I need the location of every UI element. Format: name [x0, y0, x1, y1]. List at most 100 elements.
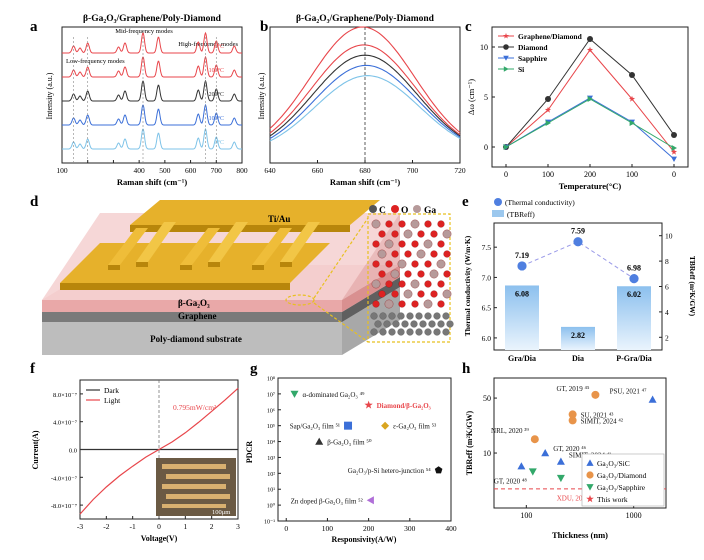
panel-f-xtick-label-3: 0	[157, 522, 161, 531]
tbr-point-label-8: GT, 2020 ⁴⁸	[494, 478, 528, 486]
pdcr-point-5	[434, 466, 443, 474]
electrode-finger-down-3	[208, 222, 248, 262]
tbr-point-4	[530, 435, 539, 444]
tbr-point-6	[556, 457, 565, 465]
panel-e-ytick-label-right-0: 2	[665, 333, 669, 342]
o-atom-0-5	[437, 220, 445, 228]
panel-g-xtick-label-4: 400	[445, 524, 457, 533]
c-atom-2-2	[388, 328, 396, 336]
panel-f-ytick-label-3: 4.0×10⁻⁷	[53, 420, 77, 427]
panel-a-title: β-Ga₂O₃/Graphene/Poly-Diamond	[83, 14, 222, 24]
panel-g-xlabel: Responsivity(A/W)	[332, 535, 397, 544]
ga-atom-8-1	[384, 299, 394, 309]
o-atom-7-4	[430, 290, 438, 298]
legend-thermal-marker	[494, 198, 502, 206]
o-atom-5-2	[404, 270, 412, 278]
inset-finger-1	[162, 464, 226, 469]
zoom-marker	[285, 294, 315, 306]
panel-e-ytick-label-right-4: 10	[665, 232, 673, 241]
o-atom-2-3	[411, 240, 419, 248]
panel-e-ytick-label-right-2: 6	[665, 283, 669, 292]
o-atom-6-5	[437, 280, 445, 288]
zoom-line-bottom	[313, 302, 369, 343]
electrode-finger-down-edge-5	[280, 262, 292, 267]
delta-omega-point-0-1	[544, 106, 552, 113]
device-micrograph-inset: 100μm	[156, 458, 236, 516]
thermal-conductivity-label-1: 7.59	[571, 227, 585, 236]
panel-h-legend-marker-2	[586, 484, 594, 491]
c-atom-0-3	[397, 312, 405, 320]
panel-label-g: g	[250, 361, 258, 377]
c-atom-1-2	[392, 320, 400, 328]
panel-e-ytick-label-right-1: 4	[665, 308, 669, 317]
panel-g-pdcr-scatter: PDCR Responsivity(A/W) 10⁻¹ 10⁰ 10¹ 10² 10³ 1…	[245, 377, 457, 545]
ga-atom-2-1	[384, 239, 394, 249]
delta-omega-point-3-4	[671, 145, 677, 151]
tbr-point-label-5: GT, 2020 ⁴⁶	[553, 445, 587, 453]
raman-curve-label-0: 0°C	[215, 43, 224, 50]
panel-g-ytick-label-2: 10¹	[267, 488, 275, 494]
ga-atom-6-3	[410, 279, 420, 289]
panel-h-legend-label-3: This work	[597, 495, 628, 504]
panel-g-ytick-label-7: 10⁶	[267, 408, 275, 414]
panel-b-xlabel: Raman shift (cm⁻¹)	[330, 177, 400, 187]
c-atom-0-8	[442, 312, 450, 320]
o-atom-4-0	[372, 260, 380, 268]
panel-c-xtick-label-3: 100	[626, 170, 638, 179]
o-atom-0-4	[424, 220, 432, 228]
o-atom-5-0	[378, 270, 386, 278]
o-atom-1-4	[430, 230, 438, 238]
panel-g-ytick-label-8: 10⁷	[267, 392, 275, 398]
iv-curve-light	[79, 387, 239, 515]
panel-g-ytick-label-6: 10⁵	[267, 424, 275, 430]
graphene-front	[42, 312, 342, 322]
legend-ga-label: Ga	[424, 206, 436, 216]
panel-a-annotation-high: High-frequency modes	[178, 41, 238, 48]
o-atom-0-2	[398, 220, 406, 228]
panel-h-legend-label-0: Ga₂O₃/SiC	[597, 459, 630, 468]
panel-g-ytick-label-1: 10⁰	[267, 503, 276, 510]
c-atom-0-2	[388, 312, 396, 320]
label-substrate: Poly-diamond substrate	[150, 334, 242, 344]
delta-omega-point-3-2	[587, 96, 593, 102]
ga-atom-6-0	[371, 279, 381, 289]
raman-curve-label-1: 100°C	[209, 67, 224, 74]
legend-c-label: C	[379, 206, 386, 216]
raman-curve-1	[62, 55, 242, 78]
raman-curve-label-4: 0°C	[215, 139, 224, 146]
raman-curve-2	[62, 79, 242, 102]
o-atom-3-2	[404, 250, 412, 258]
panel-b-ylabel: Intensity (a.u.)	[257, 72, 266, 119]
pdcr-point-label-6: Zn doped β-Ga₂O₃ film ⁵²	[291, 497, 363, 505]
delta-omega-point-0-2	[586, 46, 594, 53]
o-atom-8-3	[411, 300, 419, 308]
panel-e-ylabel-left: Thermal conductivity (W/m·K)	[463, 235, 472, 336]
electrode-finger-up-edge-0	[108, 265, 120, 270]
c-atom-2-1	[379, 328, 387, 336]
panel-e-xtick-label-1: Dia	[572, 354, 584, 363]
panel-h-xtick-label-1: 1000	[626, 511, 642, 520]
panel-a-xtick-label-5: 600	[185, 166, 197, 175]
raman-curve-4	[62, 127, 242, 150]
panel-a-xtick-label-0: 100	[56, 166, 68, 175]
panel-g-xtick-label-2: 200	[363, 524, 375, 533]
tbr-point-1	[648, 395, 657, 403]
delta-omega-point-3-0	[503, 144, 509, 150]
ga-atom-7-5	[442, 289, 452, 299]
panel-e-ytick-label-left-3: 7.5	[482, 243, 492, 252]
o-atom-2-0	[372, 240, 380, 248]
tbr-point-8	[528, 468, 537, 476]
label-electrode: Ti/Au	[268, 214, 290, 224]
ga-atom-5-4	[429, 269, 439, 279]
c-atom-2-6	[424, 328, 432, 336]
panel-g-xtick-label-1: 100	[322, 524, 334, 533]
pdcr-point-label-4: β-Ga₂O₃ film ⁵⁰	[327, 439, 372, 447]
c-atom-2-8	[442, 328, 450, 336]
pdcr-point-6	[366, 496, 374, 505]
tbr-point-9	[556, 474, 565, 483]
pdcr-point-2	[344, 421, 353, 430]
electrode-finger-down-1	[136, 222, 176, 262]
tbr-point-2	[568, 410, 577, 419]
ga-atom-1-2	[403, 229, 413, 239]
panel-h-legend-label-1: Ga₂O₃/Diamond	[597, 471, 647, 480]
